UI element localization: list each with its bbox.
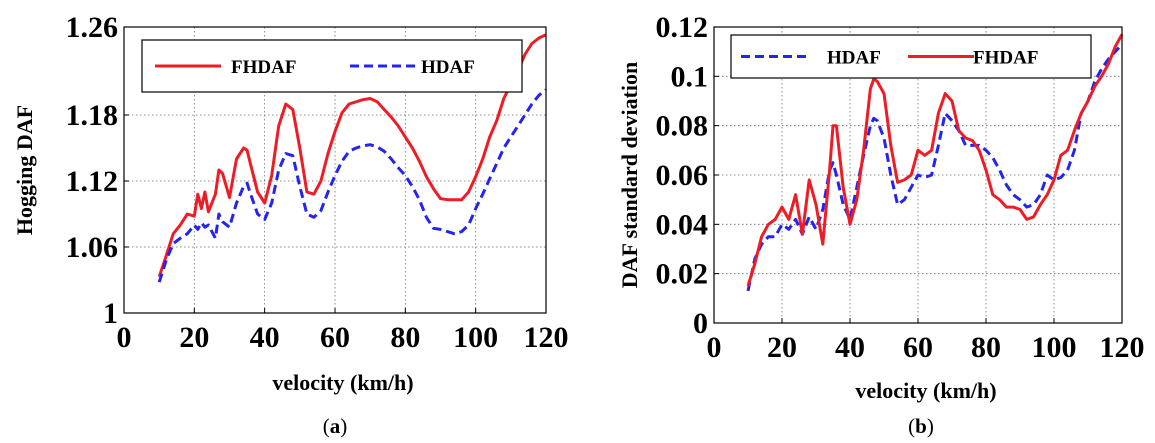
x-tick-label: 100 — [1032, 331, 1077, 364]
y-tick-label: 0.06 — [656, 159, 709, 192]
y-tick-label: 0 — [693, 307, 708, 340]
y-axis-label: Hogging DAF — [12, 105, 37, 235]
series-line-hdaf — [746, 43, 1124, 292]
x-tick-label: 100 — [453, 321, 498, 354]
y-tick-label: 0.08 — [656, 110, 709, 143]
x-tick-label: 0 — [117, 321, 132, 354]
y-tick-label: 1.26 — [66, 11, 119, 44]
x-axis-label: velocity (km/h) — [855, 378, 996, 403]
y-tick-label: 1.12 — [66, 165, 119, 198]
x-axis-label: velocity (km/h) — [272, 370, 413, 395]
panel-caption: (a) — [323, 414, 348, 438]
axes-frame — [123, 26, 547, 314]
y-tick-label: 0.12 — [656, 11, 709, 44]
x-tick-label: 60 — [320, 321, 350, 354]
y-tick-label: 0.1 — [671, 60, 709, 93]
y-tick-label: 0.04 — [656, 208, 709, 241]
chart-a: 0 20 40 60 80 100 120 1 1.06 1.12 1.18 1.26 FHDAF HDA… — [12, 11, 569, 438]
legend-label-fhdaf: FHDAF — [231, 57, 296, 78]
x-tick-label: 20 — [179, 321, 209, 354]
y-tick-label: 1 — [103, 297, 118, 330]
y-tick-label: 1.18 — [66, 99, 119, 132]
axes-frame — [713, 26, 1123, 324]
x-tick-label: 40 — [835, 331, 865, 364]
panel-caption: (b) — [908, 414, 934, 438]
y-tick-label: 1.06 — [66, 231, 119, 264]
series-line-fhdaf — [746, 33, 1124, 287]
x-tick-label: 40 — [250, 321, 280, 354]
legend-label-fhdaf: FHDAF — [973, 48, 1038, 69]
x-tick-label: 0 — [707, 331, 722, 364]
y-axis-label: DAF standard deviation — [617, 62, 642, 289]
x-tick-label: 20 — [767, 331, 797, 364]
x-tick-label: 80 — [390, 321, 420, 354]
y-tick-label: 0.02 — [656, 258, 709, 291]
legend-label-hdaf: HDAF — [827, 48, 881, 69]
series-line-hdaf — [157, 88, 547, 283]
series-line-fhdaf — [157, 33, 547, 278]
x-tick-label: 120 — [1100, 331, 1145, 364]
legend-label-hdaf: HDAF — [421, 57, 475, 78]
x-tick-label: 80 — [971, 331, 1001, 364]
chart-b: 0 20 40 60 80 100 120 0 0.02 0.04 0.06 0.08 0.1 0.12 H… — [617, 11, 1145, 438]
x-tick-label: 60 — [903, 331, 933, 364]
x-tick-label: 120 — [524, 321, 569, 354]
